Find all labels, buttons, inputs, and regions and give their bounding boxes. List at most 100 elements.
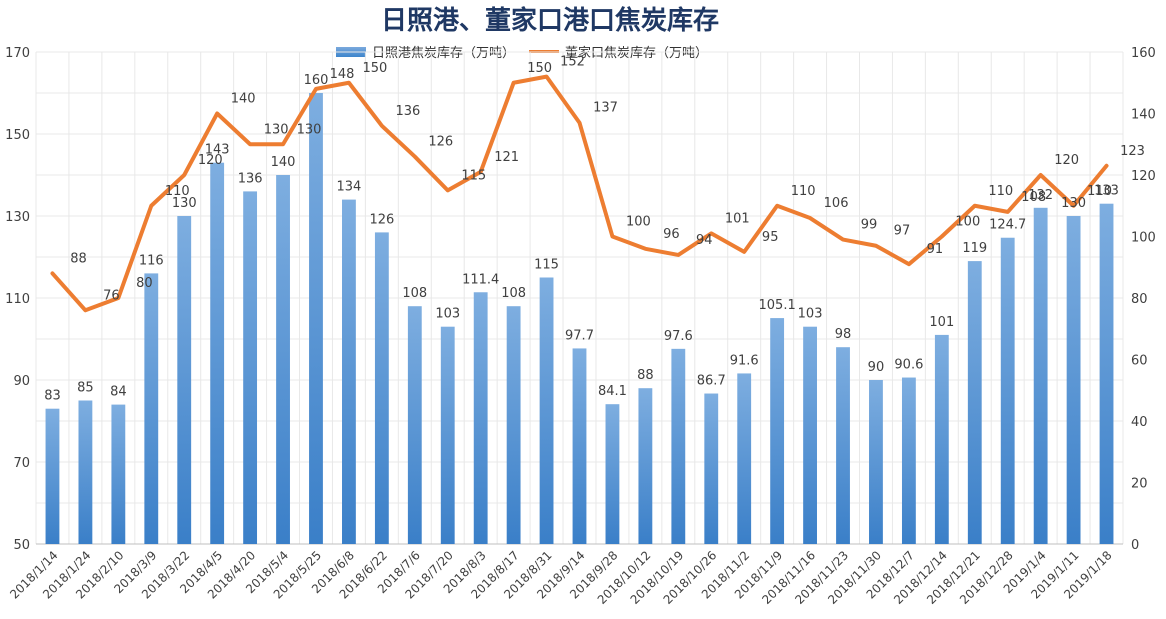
bar (1033, 207, 1048, 545)
line-data-label: 110 (791, 184, 816, 199)
bar (737, 373, 752, 544)
bar (243, 191, 258, 544)
bar (78, 400, 93, 544)
bar (934, 334, 949, 544)
bar (473, 292, 488, 544)
bar (407, 306, 422, 544)
bar (572, 348, 587, 544)
y-right-tick-label: 80 (1131, 292, 1148, 307)
bar-data-label: 101 (929, 315, 954, 330)
bar (704, 393, 719, 544)
bar (671, 348, 686, 544)
legend-label-rizhao: 日照港焦炭库存（万吨） (372, 46, 516, 61)
bar-data-label: 90.6 (894, 358, 923, 373)
y-left-tick-label: 70 (13, 456, 30, 471)
bar (440, 326, 455, 544)
y-right-tick-label: 120 (1131, 169, 1156, 184)
bar-data-label: 136 (238, 171, 263, 186)
y-left-tick-label: 130 (5, 210, 30, 225)
line-data-label: 121 (494, 150, 519, 165)
line-data-label: 91 (927, 242, 944, 257)
y-left-tick-label: 170 (5, 46, 30, 61)
line-data-label: 148 (330, 67, 355, 82)
bar-data-label: 143 (205, 143, 230, 158)
bar-data-label: 88 (637, 368, 654, 383)
bar-data-label: 134 (337, 180, 362, 195)
line-data-label: 101 (725, 211, 750, 226)
y-right-tick-label: 60 (1131, 354, 1148, 369)
line-data-label: 120 (1054, 153, 1079, 168)
bar-data-label: 130 (1061, 196, 1086, 211)
bar (638, 388, 653, 544)
bar-data-label: 98 (835, 327, 852, 342)
bar-data-label: 160 (304, 73, 329, 88)
line-data-label: 136 (395, 104, 420, 119)
line-data-label: 110 (1087, 184, 1112, 199)
line-data-label: 130 (264, 122, 289, 137)
y-right-tick-label: 160 (1131, 46, 1156, 61)
line-data-label: 120 (198, 153, 223, 168)
y-left-tick-label: 110 (5, 292, 30, 307)
bar-data-label: 140 (271, 155, 296, 170)
bar-data-label: 115 (534, 258, 559, 273)
bar (539, 277, 554, 544)
bar-data-label: 105.1 (759, 298, 796, 313)
bar-data-label: 97.6 (664, 329, 693, 344)
line-data-label: 126 (428, 135, 453, 150)
bar (770, 318, 785, 544)
bar (309, 93, 323, 544)
bar-data-label: 84 (110, 385, 127, 400)
bar (210, 162, 225, 544)
bar-data-label: 90 (868, 360, 885, 375)
bar (1099, 203, 1114, 544)
line-data-label: 108 (1021, 190, 1046, 205)
bar (1000, 237, 1015, 545)
y-right-tick-label: 140 (1131, 108, 1156, 123)
line-data-label: 95 (762, 230, 779, 245)
bar-data-label: 85 (77, 381, 94, 396)
bar (967, 261, 982, 544)
line-data-label: 152 (560, 55, 585, 70)
line-data-label: 130 (297, 122, 322, 137)
bar-data-label: 108 (501, 286, 526, 301)
line-data-label: 94 (696, 233, 713, 248)
line-data-label: 150 (527, 61, 552, 76)
line-data-label: 123 (1120, 144, 1145, 159)
bar (45, 408, 60, 544)
line-data-label: 97 (894, 224, 911, 239)
bar-data-label: 116 (139, 253, 164, 268)
bar (605, 404, 620, 544)
bar-data-label: 132 (1028, 188, 1053, 203)
bar (276, 175, 290, 544)
bar (803, 326, 817, 544)
line-data-label: 100 (626, 215, 651, 230)
line-data-label: 110 (988, 184, 1013, 199)
bar-data-label: 126 (369, 212, 394, 227)
line-data-label: 96 (663, 227, 680, 242)
line-data-label: 115 (461, 168, 486, 183)
bar (177, 216, 192, 544)
y-left-tick-label: 90 (13, 374, 30, 389)
bar-data-label: 111.4 (462, 272, 499, 287)
line-data-label: 76 (103, 288, 120, 303)
bar-data-label: 91.6 (730, 353, 759, 368)
line-data-label: 140 (231, 92, 256, 107)
bar (869, 380, 883, 544)
line-data-label: 150 (363, 61, 388, 76)
bar-data-label: 108 (402, 286, 427, 301)
y-right-tick-label: 40 (1131, 415, 1148, 430)
y-left-tick-label: 50 (13, 538, 30, 553)
bar-data-label: 83 (44, 389, 61, 404)
y-right-tick-label: 0 (1131, 538, 1139, 553)
line-data-label: 106 (824, 196, 849, 211)
y-left-tick-label: 150 (5, 128, 30, 143)
bar (506, 306, 521, 544)
bar (342, 199, 356, 544)
bar-data-label: 103 (798, 307, 823, 322)
bar (901, 377, 916, 544)
bar-data-label: 124.7 (989, 218, 1026, 233)
bar-data-label: 97.7 (565, 328, 594, 343)
bar-data-label: 103 (435, 307, 460, 322)
legend-label-dongjiakou: 董家口焦炭库存（万吨） (565, 46, 709, 61)
